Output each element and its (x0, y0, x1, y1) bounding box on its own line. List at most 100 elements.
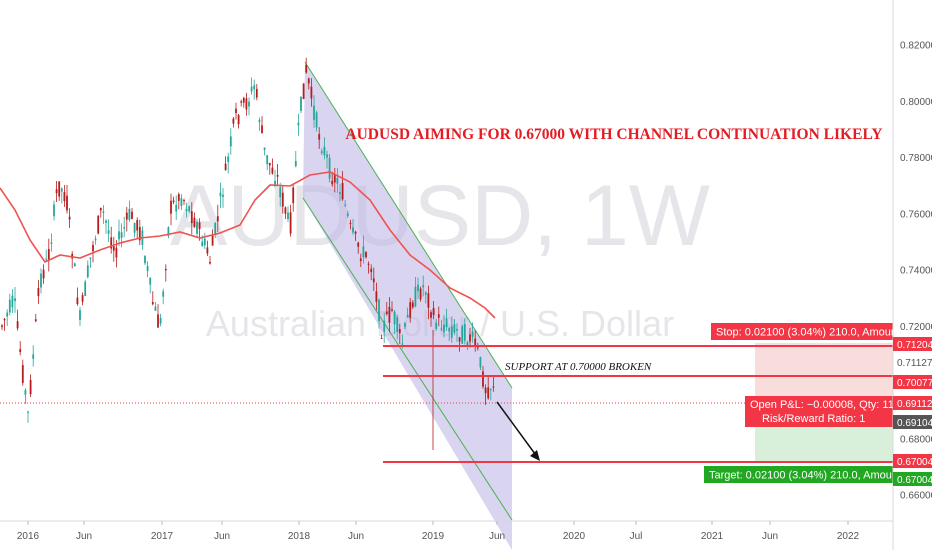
candle-body (346, 213, 349, 216)
candle-body (81, 295, 84, 302)
tag-target-a: 0.67004 (897, 457, 932, 468)
candle-body (34, 319, 37, 322)
candle-body (409, 302, 412, 318)
candle-body (196, 221, 198, 234)
x-tick-label: 2018 (288, 531, 311, 542)
time-axis[interactable]: 2016 Jun 2017 Jun 2018 Jun 2019 Jun 2020 Jul 2021 J… (17, 521, 860, 542)
candle-body (29, 380, 32, 395)
candle-body (323, 146, 326, 156)
candle-body (424, 292, 427, 295)
candle-body (476, 347, 479, 349)
candle-body (250, 86, 253, 92)
candle-body (276, 174, 279, 177)
candle-body (125, 212, 128, 220)
candle-body (271, 167, 274, 174)
candle-body (154, 306, 157, 311)
tag-entry-bg (893, 415, 932, 429)
candle-body (471, 331, 474, 337)
candle-body (3, 318, 6, 321)
candle-body (357, 242, 360, 247)
tag-current-bg (893, 396, 932, 410)
candle-body (440, 328, 443, 330)
candle-body (435, 322, 438, 329)
candle-body (53, 204, 55, 217)
tag-mid: 0.71127 (897, 358, 932, 369)
candle-body (164, 268, 167, 271)
x-tick-label: 2021 (701, 531, 724, 542)
tag-target-b-bg (893, 472, 932, 486)
candle-body (89, 257, 92, 259)
candle-body (151, 302, 154, 305)
candle-body (219, 192, 222, 197)
channel-lower-line (302, 197, 513, 521)
candle-body (86, 265, 89, 278)
candle-body (372, 278, 375, 283)
candle-body (401, 343, 404, 345)
candle-body (333, 174, 336, 183)
candle-body (404, 323, 406, 327)
candle-body (102, 211, 105, 213)
candle-body (307, 78, 310, 84)
candle-body (359, 258, 362, 261)
candle-body (385, 311, 388, 315)
x-tick-label: Jul (630, 531, 643, 542)
candle-body (294, 161, 297, 167)
x-tick-label: Jun (214, 531, 230, 542)
tag-target-b: 0.67004 (897, 475, 932, 486)
candle-body (492, 386, 495, 388)
candle-body (448, 327, 451, 332)
candle-body (110, 237, 113, 249)
candle-body (6, 312, 9, 317)
candle-body (120, 232, 123, 238)
pl-label: Open P&L: −0.00008, Qty: 119 (750, 399, 900, 411)
candle-body (21, 365, 24, 383)
candle-body (92, 244, 94, 252)
candle-body (339, 192, 341, 195)
candle-body (458, 337, 461, 342)
candle-body (42, 269, 45, 279)
candle-body (144, 256, 146, 264)
candle-body (253, 85, 256, 90)
candle-body (209, 261, 211, 264)
candle-body (456, 328, 458, 331)
candle-body (11, 295, 14, 308)
x-tick-label: 2022 (837, 531, 860, 542)
candle-body (365, 251, 367, 258)
candle-body (63, 192, 66, 202)
candle-body (422, 285, 425, 288)
candle-body (326, 154, 328, 158)
tag-stop-bg (893, 337, 932, 351)
candle-body (242, 97, 245, 103)
candle-body (188, 206, 191, 212)
tag-entry: 0.69104 (897, 418, 932, 429)
candle-body (466, 342, 469, 347)
candle-body (370, 268, 373, 273)
stop-label-box[interactable] (711, 323, 893, 340)
candle-body (172, 200, 175, 203)
candle-body (352, 227, 354, 233)
candle-body (50, 242, 53, 244)
watermark-symbol: AUDUSD, 1W (170, 168, 710, 264)
candle-body (284, 207, 287, 214)
candle-body (222, 194, 224, 197)
candle-body (146, 265, 149, 272)
candle-body (437, 314, 440, 318)
candle-body (450, 326, 453, 338)
target-label-box[interactable] (704, 466, 893, 483)
candle-body (128, 208, 131, 220)
x-tick-label: Jun (76, 531, 92, 542)
candle-body (99, 207, 102, 211)
candle-body (24, 389, 27, 395)
candles (1, 57, 495, 450)
candle-body (263, 147, 266, 150)
pl-label-box[interactable] (745, 396, 893, 427)
tag-support: 0.70077 (897, 378, 932, 389)
candle-body (235, 108, 237, 114)
